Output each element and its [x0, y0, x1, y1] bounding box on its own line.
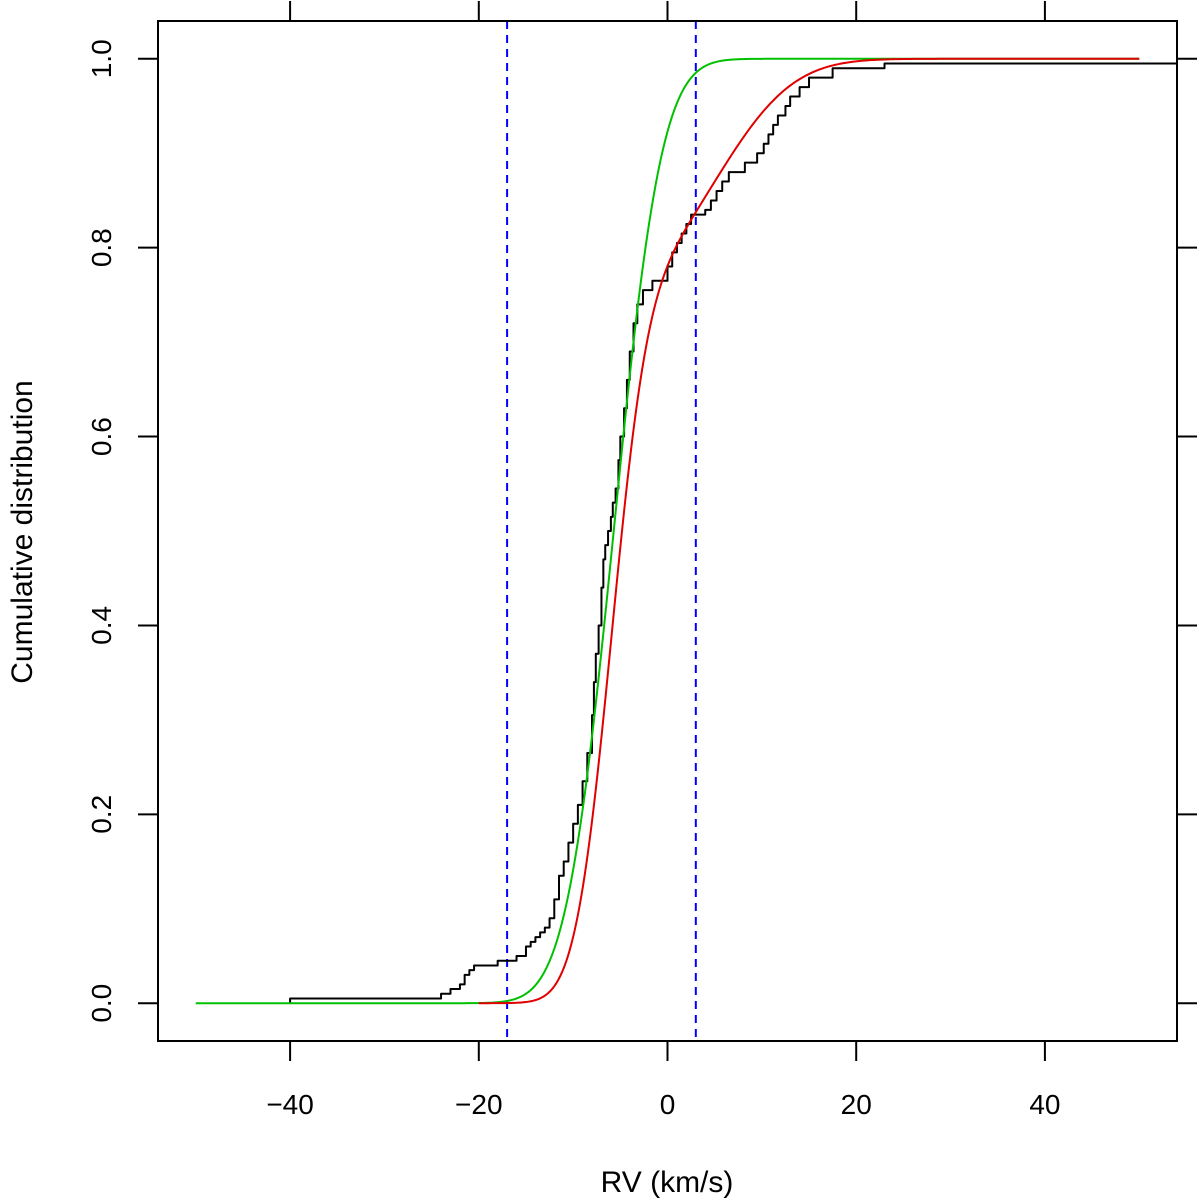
y-tick-label: 0.6 [86, 417, 117, 456]
x-tick-label: 0 [660, 1089, 676, 1120]
axis-layer: −40 −20 0 20 40 0.0 0.2 0.4 0.6 0.8 1.0 [86, 1, 1197, 1120]
y-tick-label: 0.0 [86, 984, 117, 1023]
y-tick-label: 1.0 [86, 39, 117, 78]
x-tick-label: 40 [1029, 1089, 1060, 1120]
x-tick-label: 20 [841, 1089, 872, 1120]
single-gaussian-model-line [195, 57, 1140, 1005]
x-tick-label: −20 [455, 1089, 503, 1120]
plot-frame [157, 20, 1178, 1042]
x-axis-title: RV (km/s) [601, 1166, 734, 1199]
empirical-cdf-line [289, 62, 1177, 1004]
y-axis-title: Cumulative distribution [6, 380, 39, 683]
two-gaussian-model-line [478, 57, 1140, 1005]
y-tick-label: 0.2 [86, 795, 117, 834]
plot-marks-layer [195, 21, 1177, 1041]
y-tick-label: 0.4 [86, 606, 117, 645]
y-tick-label: 0.8 [86, 228, 117, 267]
x-tick-label: −40 [266, 1089, 314, 1120]
